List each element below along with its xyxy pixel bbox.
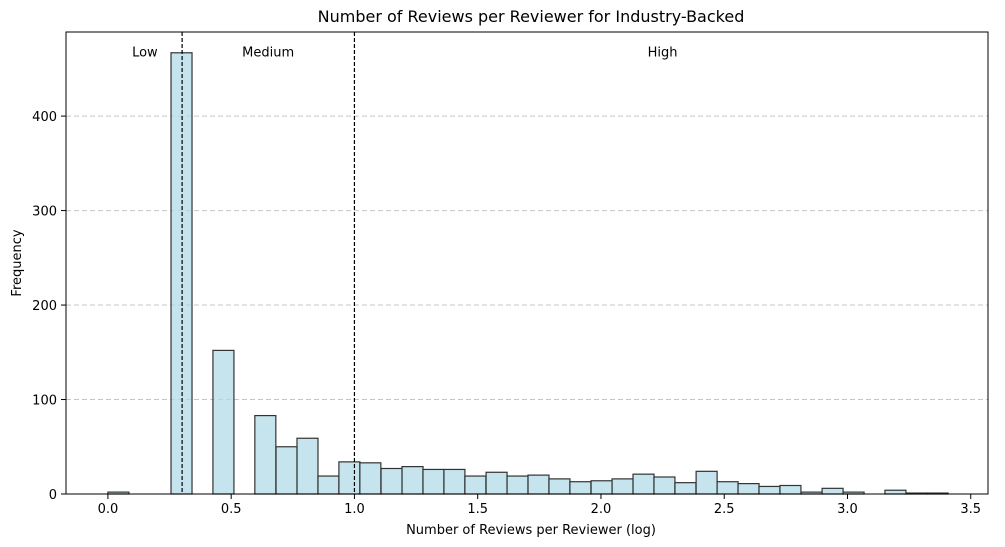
threshold-lines: [181, 32, 356, 494]
x-axis-label: Number of Reviews per Reviewer (log): [406, 523, 656, 538]
y-tick-label: 300: [32, 205, 57, 220]
y-tick-label: 200: [32, 299, 57, 314]
histogram-bar: [611, 478, 634, 495]
x-tick-label: 3.0: [837, 502, 858, 517]
x-tick-label: 0.5: [221, 502, 242, 517]
x-axis: 0.0 0.5 1.0 1.5 2.0 2.5 3.0 3.5: [98, 494, 981, 517]
x-tick-label: 3.5: [960, 502, 981, 517]
y-gridlines: [66, 115, 988, 401]
histogram-bar: [674, 482, 697, 495]
histogram-bar: [506, 475, 529, 495]
histogram-bar: [716, 481, 739, 495]
histogram-bar: [737, 483, 760, 495]
histogram-bar: [422, 468, 445, 495]
region-label: Low: [132, 46, 158, 61]
histogram-bar: [485, 471, 508, 495]
histogram-bar: [548, 478, 571, 495]
y-tick-label: 400: [32, 110, 57, 125]
histogram-bar: [464, 475, 487, 495]
histogram-bar: [632, 473, 655, 495]
y-axis-label: Frequency: [10, 229, 25, 296]
y-axis: 0 100 200 300 400: [32, 110, 66, 503]
histogram-bar: [527, 474, 550, 495]
histogram-bar: [212, 349, 235, 495]
histogram-bar: [338, 461, 361, 495]
histogram-bar: [401, 466, 424, 495]
histogram-bar: [443, 468, 466, 495]
histogram-bar: [296, 437, 319, 495]
region-labels: Low Medium High: [132, 46, 677, 61]
histogram-bar: [569, 481, 592, 495]
histogram-bar: [758, 485, 781, 495]
x-tick-label: 2.0: [591, 502, 612, 517]
x-tick-label: 1.5: [467, 502, 488, 517]
y-tick-label: 100: [32, 394, 57, 409]
histogram-bars: [107, 52, 949, 495]
histogram-bar: [275, 446, 298, 495]
x-tick-label: 1.0: [344, 502, 365, 517]
histogram-bar: [653, 476, 676, 495]
y-tick-label: 0: [49, 488, 57, 503]
histogram-bar: [359, 462, 382, 495]
x-tick-label: 0.0: [98, 502, 119, 517]
histogram-bar: [254, 414, 277, 495]
region-label: High: [648, 46, 678, 61]
chart-title: Number of Reviews per Reviewer for Indus…: [318, 7, 745, 26]
histogram-bar: [317, 475, 340, 495]
region-label: Medium: [242, 46, 294, 61]
x-tick-label: 2.5: [714, 502, 735, 517]
plot-frame: [65, 31, 989, 495]
histogram-bar: [821, 487, 844, 495]
histogram-bar: [590, 480, 613, 495]
histogram-bar: [779, 484, 802, 495]
histogram-bar: [380, 467, 403, 495]
histogram-bar: [695, 470, 718, 495]
histogram-bar: [884, 489, 907, 495]
